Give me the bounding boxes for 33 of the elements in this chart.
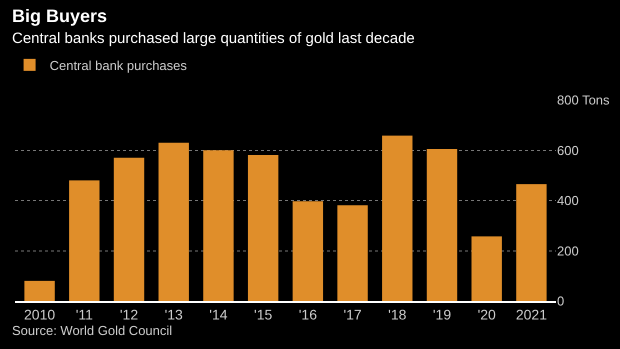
x-tick-label: 2021	[516, 306, 548, 323]
x-tick-label: '16	[298, 306, 318, 323]
x-tick-label: '15	[254, 306, 272, 323]
bar	[426, 148, 458, 301]
legend-label: Central bank purchases	[50, 58, 188, 73]
x-tick-label: '14	[209, 306, 228, 323]
bar	[516, 184, 547, 301]
y-tick-label: 600	[557, 142, 579, 158]
bar	[114, 158, 144, 301]
bar	[292, 201, 324, 301]
bar	[337, 205, 368, 301]
y-tick-label: 800 Tons	[557, 92, 610, 108]
y-tick-label: 0	[557, 294, 564, 309]
source-note: Source: World Gold Council	[12, 323, 172, 338]
x-tick-label: '20	[478, 306, 496, 323]
x-tick-label: '19	[432, 306, 452, 323]
y-tick-label: 200	[557, 243, 579, 258]
bar	[203, 150, 234, 301]
bar	[248, 155, 278, 301]
bar	[158, 142, 189, 301]
x-tick-label: '13	[164, 306, 184, 323]
bar	[382, 136, 412, 301]
x-tick-label: '18	[388, 306, 407, 323]
chart-subtitle: Central banks purchased large quantities of gold last decade	[12, 30, 415, 47]
x-tick-label: 2010	[24, 306, 56, 323]
bar	[472, 236, 502, 301]
x-tick-label: '17	[343, 306, 362, 323]
x-tick-label: '11	[76, 306, 94, 323]
bar	[24, 280, 55, 301]
x-tick-label: '12	[120, 306, 138, 323]
y-tick-label: 400	[557, 193, 579, 208]
bar	[69, 180, 100, 301]
chart-title: Big Buyers	[12, 6, 108, 26]
